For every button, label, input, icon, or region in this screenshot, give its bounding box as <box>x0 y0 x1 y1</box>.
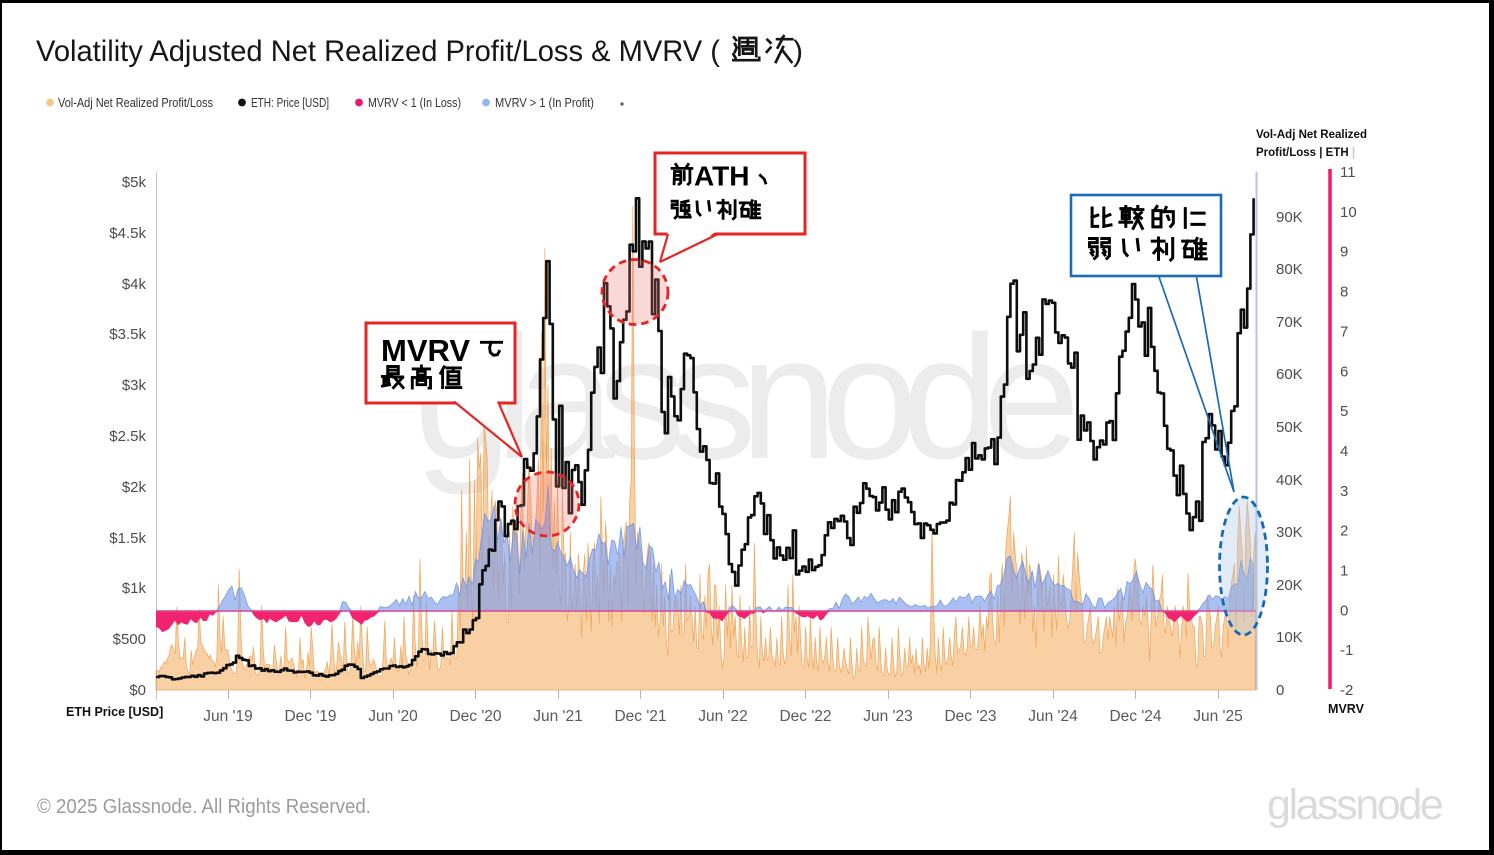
svg-text:20K: 20K <box>1276 577 1303 594</box>
svg-text:11: 11 <box>1340 164 1356 181</box>
svg-text:10: 10 <box>1340 204 1357 221</box>
svg-text:ETH Price [USD]: ETH Price [USD] <box>66 705 163 719</box>
svg-text:$4k: $4k <box>122 276 147 293</box>
svg-text:Dec '21: Dec '21 <box>614 708 666 725</box>
svg-text:Dec '19: Dec '19 <box>284 708 336 725</box>
svg-text:$5k: $5k <box>122 174 147 191</box>
svg-text:$3k: $3k <box>122 377 147 394</box>
svg-text:$2.5k: $2.5k <box>109 428 146 445</box>
svg-text:8: 8 <box>1340 284 1348 301</box>
svg-text:© 2025 Glassnode. All Rights R: © 2025 Glassnode. All Rights Reserved. <box>37 796 371 818</box>
svg-text:60K: 60K <box>1276 366 1303 383</box>
svg-text:$1k: $1k <box>122 580 147 597</box>
svg-text:$1.5k: $1.5k <box>109 530 146 547</box>
svg-text:Jun '21: Jun '21 <box>533 708 583 725</box>
svg-text:7: 7 <box>1340 323 1348 340</box>
svg-text:MVRV: MVRV <box>1328 702 1365 716</box>
svg-text:$3.5k: $3.5k <box>109 326 146 343</box>
svg-text:Dec '24: Dec '24 <box>1109 708 1161 725</box>
svg-text:$500: $500 <box>113 631 146 648</box>
svg-text:0: 0 <box>1276 682 1284 699</box>
svg-text:MVRV < 1 (In Loss): MVRV < 1 (In Loss) <box>368 96 461 110</box>
svg-text:$0: $0 <box>129 682 146 699</box>
svg-text:MVRV: MVRV <box>381 333 470 368</box>
svg-text:80K: 80K <box>1276 261 1303 278</box>
svg-text:6: 6 <box>1340 363 1348 380</box>
svg-text:2: 2 <box>1340 523 1348 540</box>
svg-text:$4.5k: $4.5k <box>109 225 146 242</box>
svg-text:ETH: Price [USD]: ETH: Price [USD] <box>251 96 329 110</box>
svg-text:10K: 10K <box>1276 629 1303 646</box>
svg-text:Jun '20: Jun '20 <box>368 708 418 725</box>
svg-text:90K: 90K <box>1276 209 1303 226</box>
svg-text:Volatility Adjusted Net Realiz: Volatility Adjusted Net Realized Profit/… <box>36 35 720 68</box>
svg-text:Jun '24: Jun '24 <box>1028 708 1078 725</box>
svg-text:40K: 40K <box>1276 472 1303 489</box>
svg-text:Profit/Loss | ETH |: Profit/Loss | ETH | <box>1256 147 1355 159</box>
svg-text:Dec '20: Dec '20 <box>449 708 501 725</box>
svg-text:Jun '25: Jun '25 <box>1193 708 1243 725</box>
svg-text:Dec '23: Dec '23 <box>944 708 996 725</box>
svg-text:ATH: ATH <box>694 161 749 192</box>
svg-text:Vol-Adj Net Realized: Vol-Adj Net Realized <box>1256 129 1367 141</box>
svg-text:30K: 30K <box>1276 524 1303 541</box>
svg-text:50K: 50K <box>1276 419 1303 436</box>
svg-text:MVRV > 1 (In Profit): MVRV > 1 (In Profit) <box>495 96 594 110</box>
svg-text:Jun '23: Jun '23 <box>863 708 913 725</box>
svg-text:): ) <box>793 35 803 68</box>
svg-text:glassnode: glassnode <box>1267 781 1442 829</box>
svg-text:-1: -1 <box>1340 642 1353 659</box>
svg-text:5: 5 <box>1340 403 1348 420</box>
svg-text:9: 9 <box>1340 244 1348 261</box>
svg-text:0: 0 <box>1340 602 1348 619</box>
svg-text:Jun '22: Jun '22 <box>698 708 748 725</box>
svg-text:Jun '19: Jun '19 <box>203 708 253 725</box>
svg-text:-2: -2 <box>1340 682 1353 699</box>
svg-text:70K: 70K <box>1276 314 1303 331</box>
svg-text:Vol-Adj Net Realized Profit/Lo: Vol-Adj Net Realized Profit/Loss <box>58 96 213 110</box>
svg-text:1: 1 <box>1340 563 1348 580</box>
svg-text:4: 4 <box>1340 443 1348 460</box>
svg-text:3: 3 <box>1340 483 1348 500</box>
svg-text:Dec '22: Dec '22 <box>779 708 831 725</box>
svg-text:$2k: $2k <box>122 479 147 496</box>
